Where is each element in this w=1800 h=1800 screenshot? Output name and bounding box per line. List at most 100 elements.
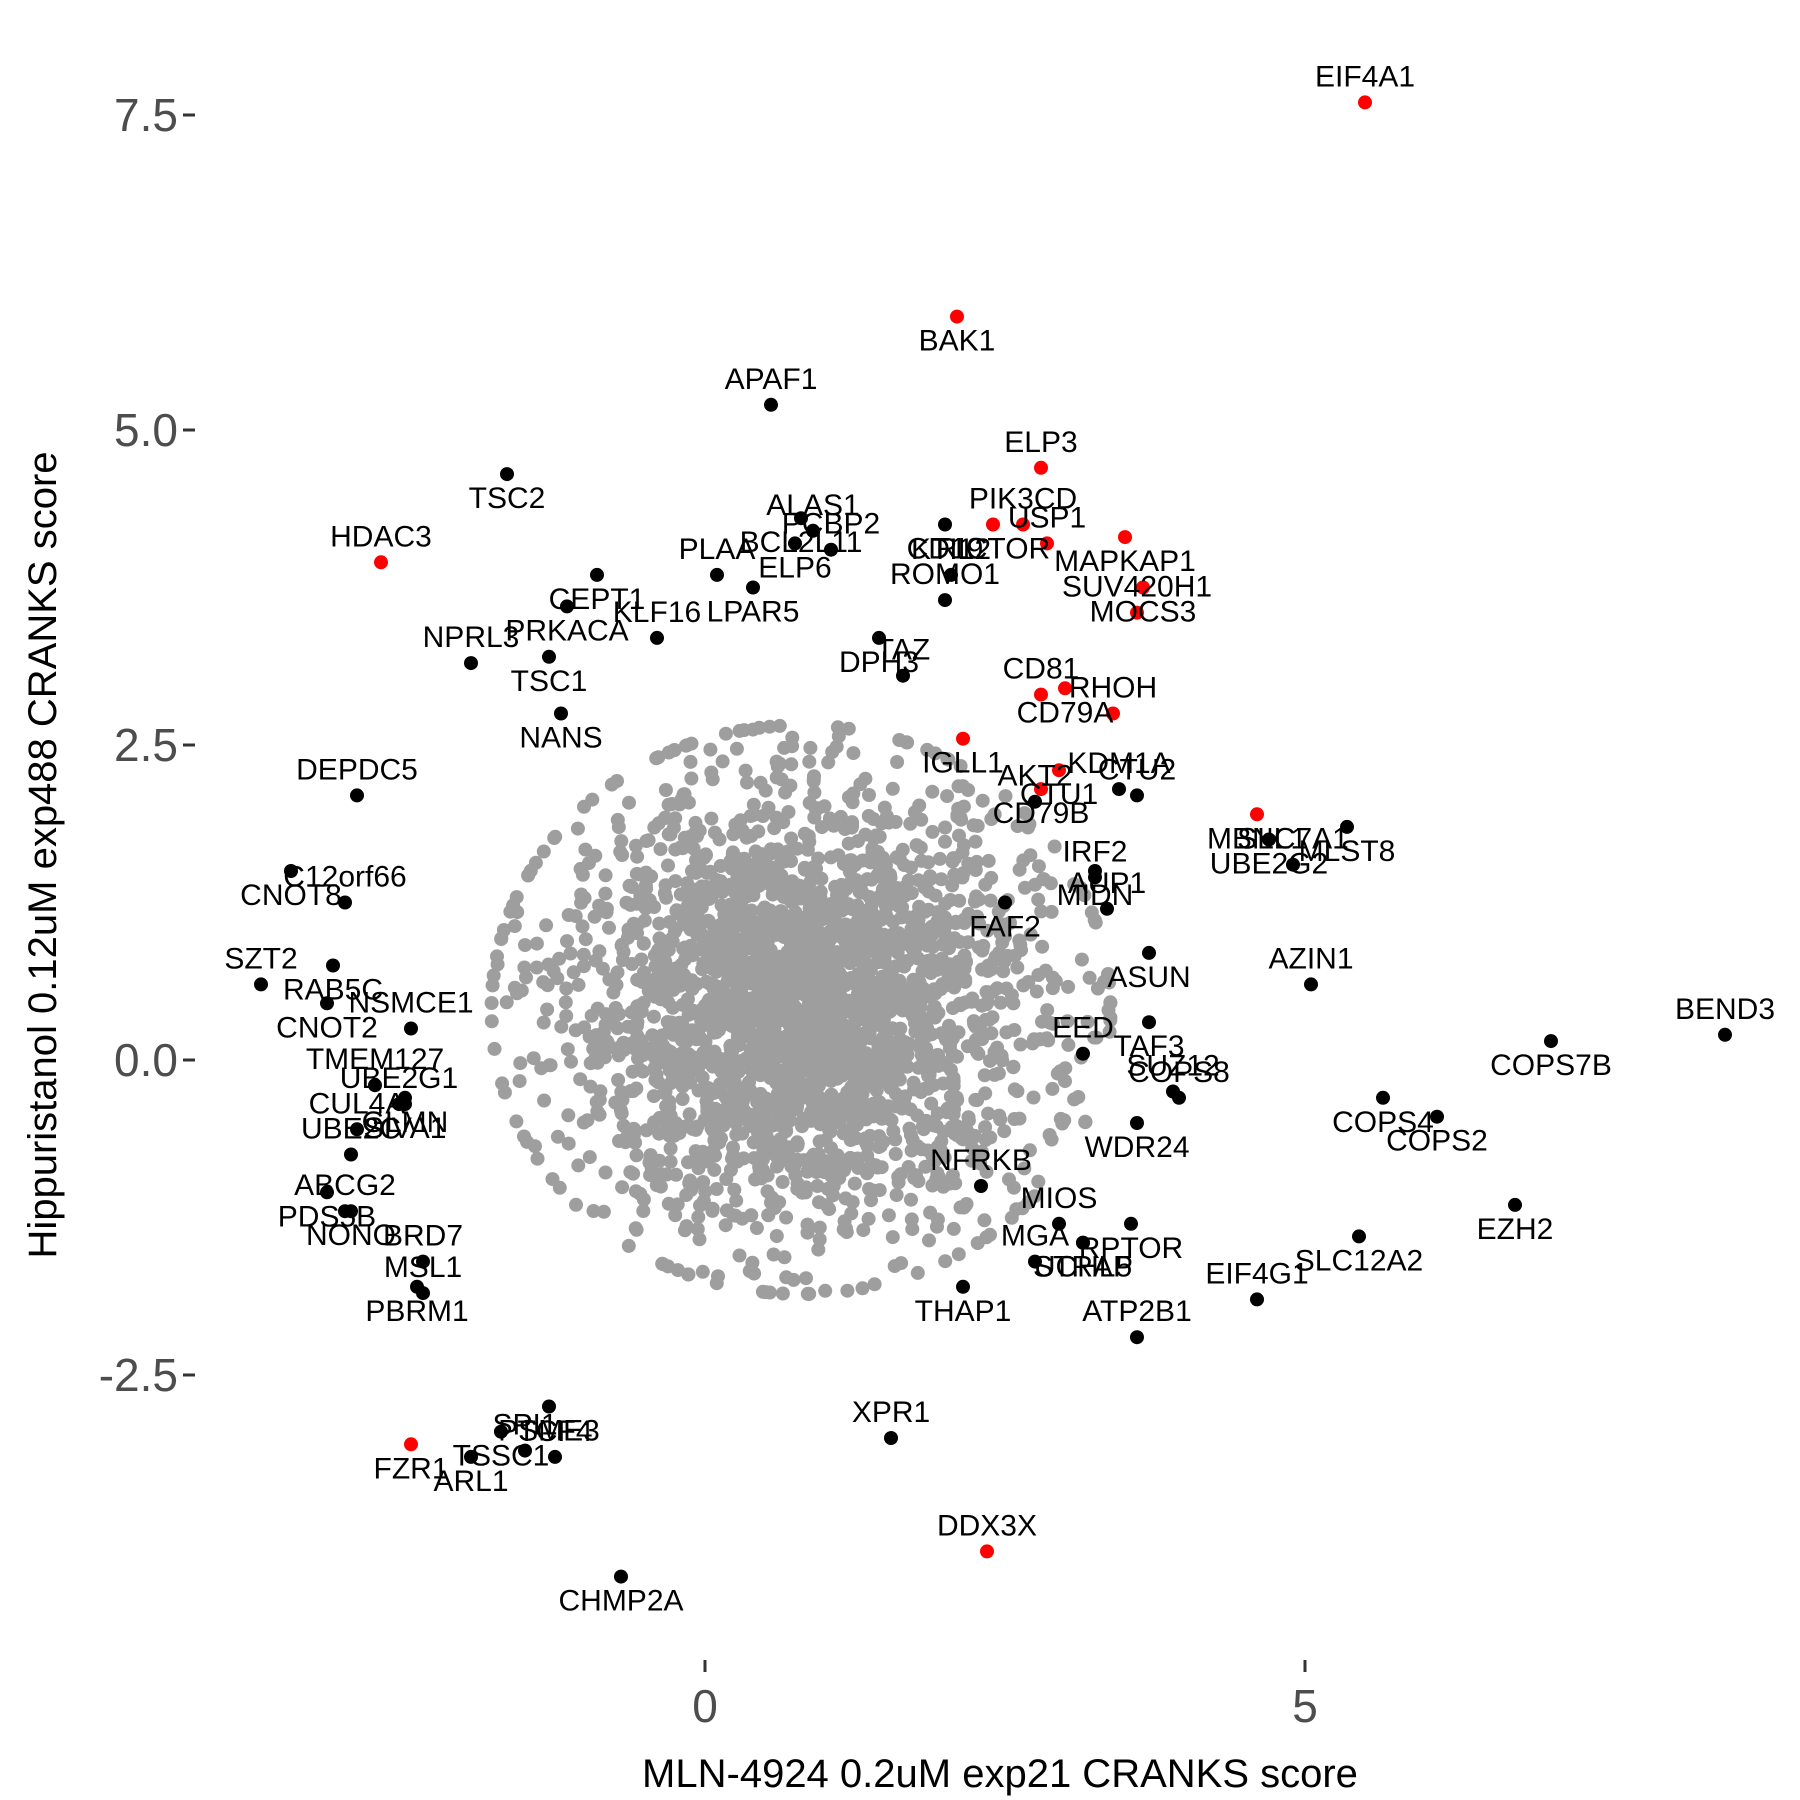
background-point — [905, 1133, 920, 1147]
background-point — [941, 752, 956, 767]
background-point — [853, 885, 867, 900]
background-point — [971, 940, 986, 955]
data-point-arl1 — [464, 1449, 478, 1464]
background-point — [732, 1248, 747, 1263]
background-point — [735, 1105, 750, 1120]
y-tick-label: 7.5 — [114, 89, 178, 141]
background-point — [951, 779, 966, 794]
background-point — [897, 989, 912, 1004]
background-point — [866, 812, 881, 826]
data-point-suv420h1 — [1130, 605, 1144, 620]
background-point — [890, 755, 905, 769]
background-point — [970, 1093, 985, 1108]
background-point — [889, 1188, 904, 1202]
background-point — [727, 1182, 742, 1197]
background-point — [850, 1151, 865, 1166]
background-point — [987, 1067, 1002, 1082]
background-point — [668, 1208, 683, 1223]
background-point — [767, 958, 782, 972]
background-point — [622, 878, 637, 893]
background-point — [862, 788, 876, 802]
background-point — [870, 867, 885, 882]
background-point — [970, 1236, 985, 1251]
label-glmn: GLMN — [362, 1106, 449, 1139]
data-point-taz — [896, 668, 910, 683]
label-igll1: IGLL1 — [922, 747, 1004, 780]
label-mbnl1: MBNL1 — [1207, 822, 1307, 855]
background-point — [789, 938, 804, 953]
background-point — [806, 772, 821, 786]
background-point — [577, 1020, 592, 1035]
label-xpr1: XPR1 — [852, 1396, 930, 1429]
background-point — [611, 1048, 626, 1063]
background-point — [714, 1131, 728, 1146]
background-point — [564, 1054, 578, 1069]
background-point — [719, 1203, 734, 1218]
background-point — [780, 987, 795, 1002]
background-point — [940, 789, 955, 804]
label-mlst8: MLST8 — [1299, 835, 1396, 868]
background-point — [539, 918, 554, 933]
label-rptor: RPTOR — [1079, 1232, 1183, 1265]
background-point — [956, 866, 971, 881]
background-point — [576, 959, 591, 974]
label-ctu2: CTU2 — [1098, 753, 1176, 786]
background-point — [713, 1104, 728, 1119]
background-point — [1006, 996, 1021, 1011]
data-point-nsmce1 — [404, 1021, 418, 1036]
background-point — [779, 1210, 794, 1225]
background-point — [834, 877, 849, 892]
background-point — [922, 1233, 936, 1248]
background-point — [798, 1079, 813, 1094]
background-point — [905, 1222, 920, 1237]
background-point — [1015, 1201, 1030, 1216]
background-point — [554, 1019, 569, 1034]
data-point-tsc1 — [542, 649, 556, 664]
background-point — [808, 1101, 823, 1116]
background-point — [893, 1031, 907, 1046]
data-point-slc12a2 — [1352, 1229, 1366, 1244]
background-point — [950, 809, 965, 824]
background-point — [1048, 974, 1063, 989]
background-point — [938, 834, 952, 849]
background-point — [614, 1106, 629, 1121]
background-point — [800, 1225, 815, 1240]
background-point — [760, 1048, 775, 1063]
background-point — [1089, 1030, 1104, 1045]
background-point — [938, 1254, 953, 1269]
background-point — [766, 1247, 781, 1262]
background-point — [903, 860, 918, 875]
label-cops4: COPS4 — [1332, 1106, 1434, 1139]
background-point — [561, 1136, 576, 1151]
background-point — [944, 1120, 959, 1134]
background-point — [830, 1148, 845, 1163]
background-point — [625, 1064, 640, 1079]
background-point — [769, 754, 784, 769]
data-point-tsc2 — [500, 467, 514, 482]
background-point — [783, 1104, 798, 1119]
background-point — [913, 1040, 928, 1055]
background-point — [711, 1269, 725, 1284]
data-point-kti12 — [944, 567, 958, 582]
background-point — [863, 962, 878, 977]
background-point — [661, 827, 676, 842]
background-point — [904, 1143, 919, 1158]
label-ezh2: EZH2 — [1477, 1213, 1554, 1246]
label-mga: MGA — [1001, 1220, 1069, 1253]
background-point — [641, 833, 656, 848]
background-point — [705, 1201, 720, 1216]
background-point — [1026, 1090, 1041, 1105]
data-point-cops8 — [1172, 1090, 1186, 1105]
background-point — [686, 841, 701, 856]
background-point — [839, 925, 854, 940]
background-point — [995, 919, 1010, 934]
background-point — [1088, 915, 1103, 930]
background-point — [826, 818, 841, 833]
background-point — [608, 1001, 623, 1015]
background-point — [1021, 820, 1035, 835]
background-point — [1002, 1172, 1016, 1187]
background-point — [769, 1159, 784, 1174]
label-dph3: DPH3 — [839, 646, 919, 679]
background-point — [858, 771, 873, 786]
data-point-mocs3 — [1136, 580, 1150, 595]
